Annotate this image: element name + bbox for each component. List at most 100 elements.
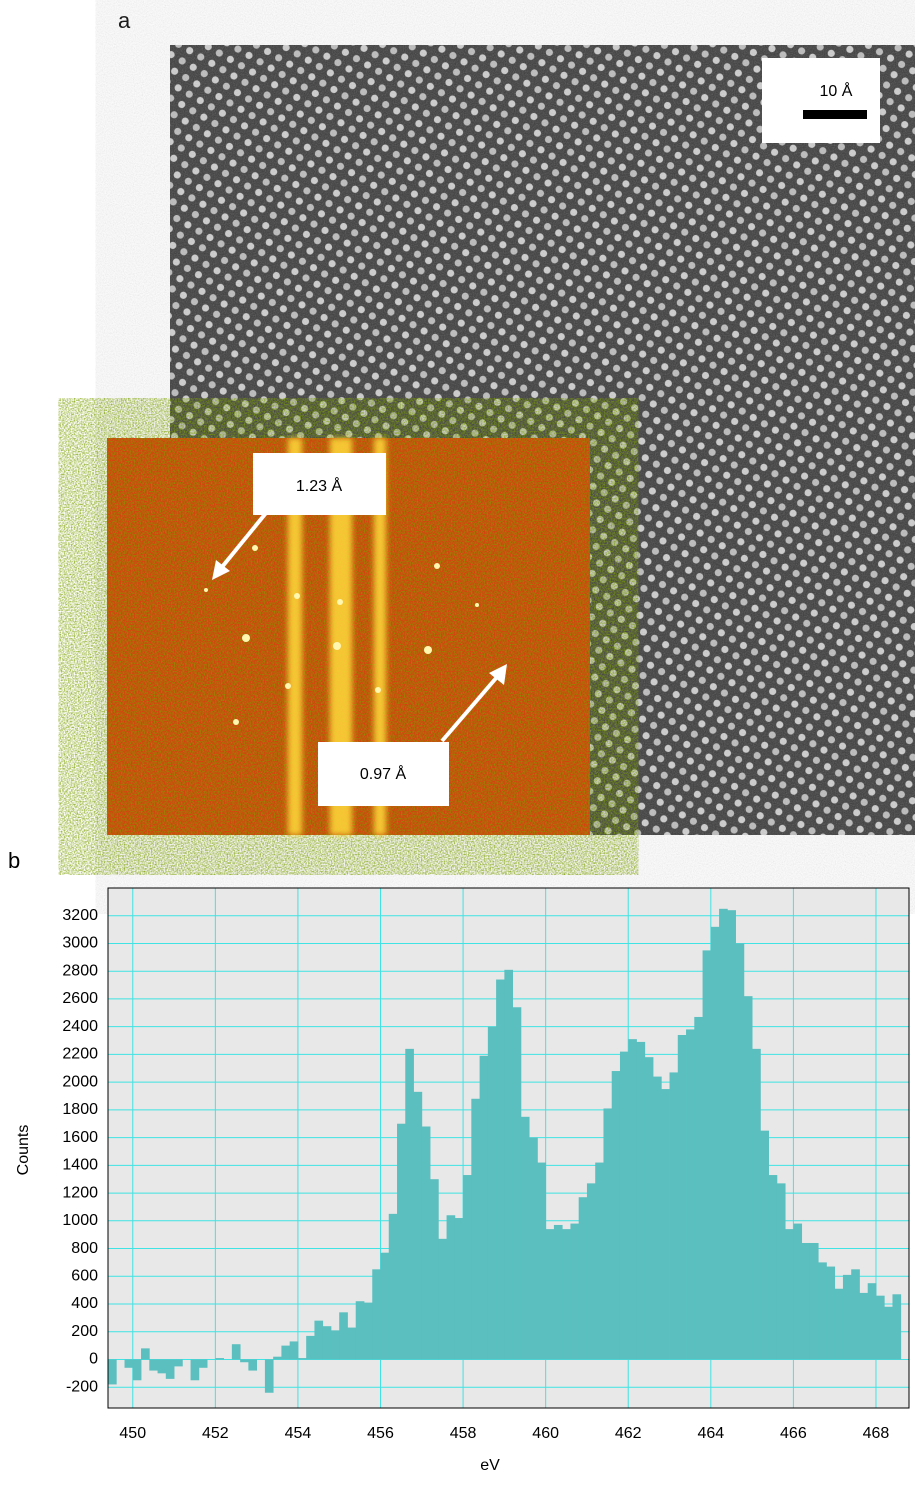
bar	[785, 1229, 794, 1360]
bar	[454, 1218, 464, 1360]
bar	[314, 1320, 324, 1360]
annotation-box	[253, 453, 386, 515]
bar	[520, 1116, 530, 1360]
bar	[174, 1359, 183, 1367]
y-tick-label: 400	[71, 1295, 98, 1312]
y-tick-label: 2200	[62, 1046, 98, 1063]
bar	[719, 908, 728, 1360]
x-tick-label: 460	[532, 1425, 559, 1442]
bar	[801, 1242, 811, 1360]
bar	[628, 1039, 637, 1360]
bar	[273, 1356, 282, 1360]
annotation: 1.23 Å	[296, 476, 343, 495]
bar	[702, 950, 712, 1360]
scale-bar-box	[762, 58, 880, 143]
bar	[669, 1072, 679, 1360]
x-tick-label: 456	[367, 1425, 394, 1442]
bar	[479, 1055, 489, 1360]
bar	[760, 1130, 770, 1360]
bar	[512, 1007, 522, 1360]
y-tick-label: 800	[71, 1240, 98, 1257]
arrows	[212, 511, 507, 743]
bar	[165, 1359, 175, 1379]
y-tick-label: 600	[71, 1267, 98, 1284]
y-tick-label: 2400	[62, 1018, 98, 1035]
bar	[809, 1242, 819, 1360]
plot-frame	[107, 887, 910, 1409]
bar	[677, 1034, 687, 1360]
bar	[727, 910, 736, 1360]
y-tick-label: 2800	[62, 962, 98, 979]
bar	[826, 1266, 836, 1360]
bar	[776, 1183, 786, 1360]
bar	[132, 1359, 142, 1381]
bar	[686, 1029, 695, 1360]
bar	[743, 996, 753, 1360]
bar	[124, 1359, 134, 1368]
bar	[405, 1048, 414, 1360]
scale-bar	[803, 110, 867, 119]
bar	[694, 1016, 703, 1360]
bar	[562, 1229, 571, 1360]
bar	[661, 1089, 670, 1360]
bar	[529, 1137, 538, 1360]
bar	[306, 1335, 315, 1360]
x-tick-label: 466	[780, 1425, 807, 1442]
y-tick-label: 1600	[62, 1129, 98, 1146]
bar	[553, 1224, 563, 1360]
bar	[248, 1359, 258, 1371]
annotation-box	[318, 742, 449, 806]
bar	[322, 1326, 332, 1360]
bar	[240, 1359, 249, 1363]
y-tick-label: 1000	[62, 1212, 98, 1229]
x-tick-label: 458	[450, 1425, 477, 1442]
bar	[289, 1341, 299, 1360]
y-tick-label: 2600	[62, 990, 98, 1007]
bar	[430, 1179, 439, 1360]
bar	[752, 1048, 761, 1360]
bar	[851, 1269, 860, 1360]
x-tick-label: 468	[863, 1425, 890, 1442]
x-tick-label: 464	[697, 1425, 724, 1442]
bar	[372, 1269, 381, 1360]
bar	[421, 1126, 431, 1360]
bar	[892, 1294, 902, 1360]
bar	[339, 1312, 348, 1360]
bar	[231, 1344, 241, 1360]
bar	[653, 1076, 662, 1360]
bar	[735, 943, 745, 1360]
scale-bar-label: 10 Å	[820, 81, 853, 100]
bar	[818, 1262, 827, 1360]
bar	[644, 1057, 654, 1360]
y-tick-label: 1800	[62, 1101, 98, 1118]
bar	[834, 1288, 844, 1360]
panel-label: a	[118, 8, 131, 33]
bar	[867, 1283, 877, 1360]
bar	[471, 1098, 480, 1360]
bar	[636, 1041, 646, 1360]
bar	[842, 1274, 852, 1360]
y-tick-label: 3000	[62, 935, 98, 952]
bar	[446, 1215, 456, 1360]
bar	[875, 1295, 885, 1360]
y-tick-label: 200	[71, 1323, 98, 1340]
x-tick-label: 450	[119, 1425, 146, 1442]
y-tick-label: 1200	[62, 1184, 98, 1201]
bar	[438, 1238, 447, 1360]
annotation: 0.97 Å	[360, 764, 407, 783]
bar	[487, 1026, 497, 1360]
bar	[297, 1358, 307, 1360]
bar	[570, 1223, 580, 1360]
y-tick-label: -200	[66, 1378, 98, 1395]
x-tick-label: 452	[202, 1425, 229, 1442]
bar	[884, 1306, 893, 1360]
y-tick-label: 0	[89, 1351, 98, 1368]
bar	[496, 979, 505, 1360]
y-tick-label: 2000	[62, 1073, 98, 1090]
bar	[397, 1123, 406, 1360]
bar	[710, 926, 720, 1360]
bar	[281, 1345, 291, 1360]
y-tick-label: 3200	[62, 907, 98, 924]
bar	[108, 1359, 117, 1385]
